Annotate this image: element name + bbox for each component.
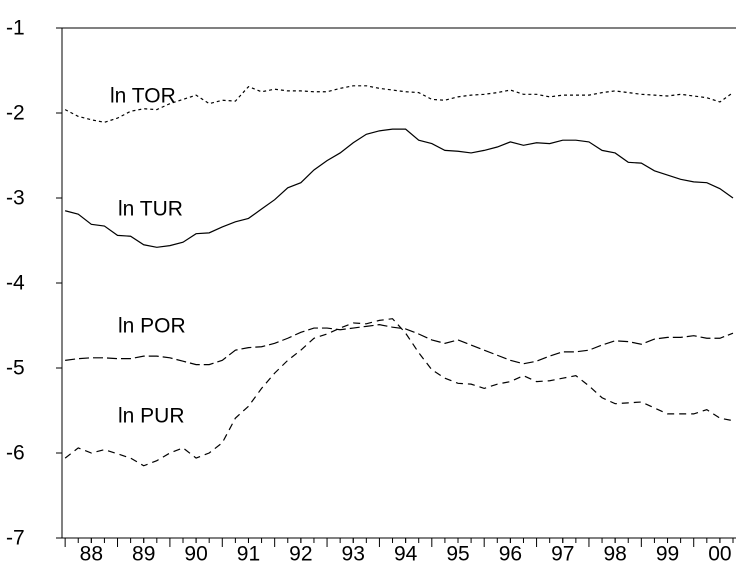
x-tick-label: 88: [80, 543, 103, 566]
x-tick-label: 94: [394, 543, 418, 566]
x-tick-label: 96: [499, 543, 522, 566]
series-label: ln TUR: [118, 198, 183, 221]
x-tick-label: 90: [184, 543, 207, 566]
x-tick-label: 95: [446, 543, 469, 566]
x-tick-label: 97: [551, 543, 574, 566]
y-tick-label: -1: [6, 17, 25, 40]
x-tick-label: 99: [656, 543, 679, 566]
x-tick-label: 92: [289, 543, 312, 566]
y-tick-label: -2: [6, 102, 25, 125]
x-tick-label: 89: [132, 543, 155, 566]
y-tick-label: -6: [6, 442, 25, 465]
series-label: ln PUR: [118, 405, 185, 428]
x-tick-label: 93: [342, 543, 365, 566]
y-tick-label: -7: [6, 527, 25, 550]
x-tick-label: 91: [237, 543, 260, 566]
y-tick-label: -3: [6, 187, 25, 210]
y-tick-label: -4: [6, 272, 25, 295]
y-tick-label: -5: [6, 357, 25, 380]
series-line: [65, 324, 734, 366]
series-label: ln TOR: [110, 85, 176, 108]
series-label: ln POR: [118, 315, 186, 338]
series-line: [64, 128, 734, 248]
x-tick-label: 98: [603, 543, 626, 566]
series-line: [64, 318, 734, 467]
x-tick-label: 00: [708, 543, 731, 566]
